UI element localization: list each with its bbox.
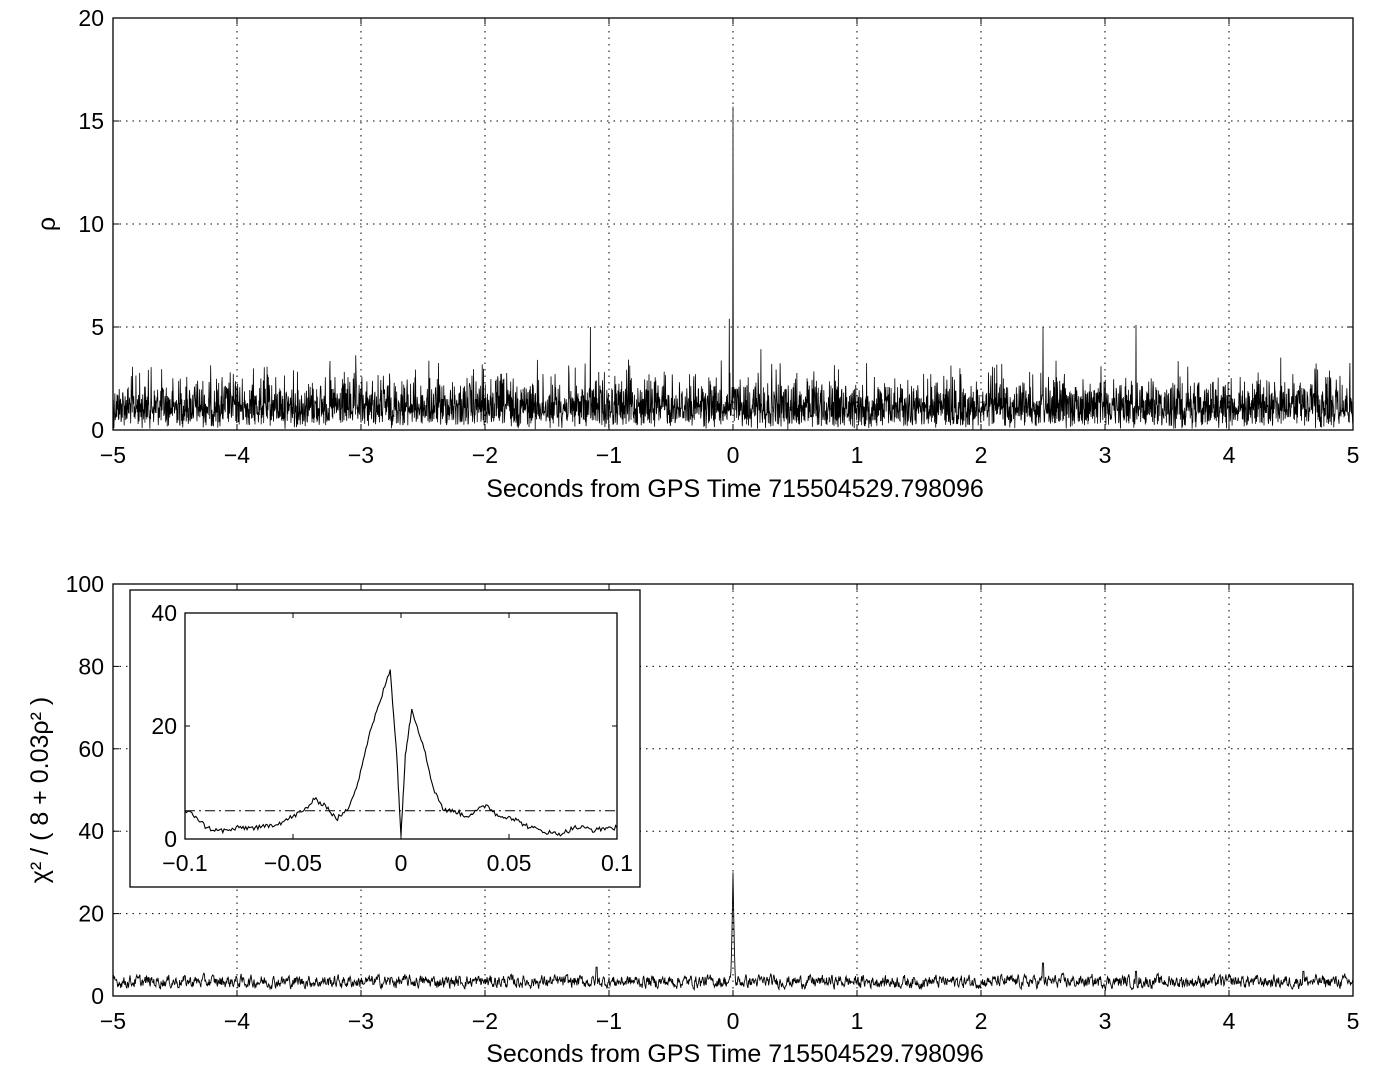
x-tick-label: 2 — [975, 442, 988, 468]
bottom-y-tick-labels: 0 20 40 60 80 100 — [66, 571, 104, 1009]
x-tick-label: −3 — [348, 442, 374, 468]
x-tick-label: −2 — [472, 1008, 498, 1034]
y-tick-label: 60 — [78, 736, 104, 762]
x-tick-label: 5 — [1347, 442, 1360, 468]
inset-x-tick-label: 0.05 — [487, 850, 532, 876]
x-tick-label: 3 — [1099, 1008, 1112, 1034]
x-tick-label: 0 — [727, 442, 740, 468]
x-tick-label: 2 — [975, 1008, 988, 1034]
x-tick-label: −3 — [348, 1008, 374, 1034]
inset-x-tick-label: 0.1 — [601, 850, 633, 876]
x-tick-label: −1 — [596, 442, 622, 468]
y-tick-label: 15 — [78, 108, 104, 134]
inset-zoom-panel: −0.1 −0.05 0 0.05 0.1 0 20 40 — [130, 590, 640, 887]
x-tick-label: −5 — [100, 1008, 126, 1034]
x-tick-label: 5 — [1347, 1008, 1360, 1034]
y-tick-label: 0 — [91, 983, 104, 1009]
x-tick-label: −1 — [596, 1008, 622, 1034]
y-tick-label: 40 — [78, 818, 104, 844]
x-tick-label: 1 — [851, 1008, 864, 1034]
y-tick-label: 20 — [78, 901, 104, 927]
y-tick-label: 20 — [78, 5, 104, 31]
top-x-tick-labels: −5 −4 −3 −2 −1 0 1 2 3 4 5 — [100, 442, 1360, 468]
inset-y-tick-label: 40 — [151, 600, 177, 626]
top-x-axis-label: Seconds from GPS Time 715504529.798096 — [486, 475, 984, 503]
bottom-x-tick-labels: −5 −4 −3 −2 −1 0 1 2 3 4 5 — [100, 1008, 1360, 1034]
x-tick-label: −2 — [472, 442, 498, 468]
x-tick-label: −4 — [224, 1008, 250, 1034]
x-tick-label: 0 — [727, 1008, 740, 1034]
y-tick-label: 100 — [66, 571, 104, 597]
inset-y-tick-label: 0 — [164, 826, 177, 852]
inset-x-tick-label: 0 — [395, 850, 408, 876]
inset-x-tick-label: −0.1 — [162, 850, 207, 876]
top-y-axis-label: ρ — [33, 217, 61, 231]
y-tick-label: 80 — [78, 653, 104, 679]
bottom-x-axis-label: Seconds from GPS Time 715504529.798096 — [486, 1040, 984, 1068]
top-rho-panel: −5 −4 −3 −2 −1 0 1 2 3 4 5 0 5 10 15 20 Seconds from G… — [33, 5, 1359, 503]
x-tick-label: 1 — [851, 442, 864, 468]
bottom-y-axis-label: χ² / ( 8 + 0.03ρ² ) — [26, 697, 54, 883]
y-tick-label: 0 — [91, 417, 104, 443]
x-tick-label: −4 — [224, 442, 250, 468]
y-tick-label: 10 — [78, 211, 104, 237]
inset-frame — [130, 590, 640, 887]
bottom-chi2-panel: −5 −4 −3 −2 −1 0 1 2 3 4 5 0 20 40 60 80 100 Seconds fr… — [26, 571, 1359, 1068]
y-tick-label: 5 — [91, 314, 104, 340]
x-tick-label: 3 — [1099, 442, 1112, 468]
inset-y-tick-label: 20 — [151, 713, 177, 739]
inset-x-tick-label: −0.05 — [264, 850, 322, 876]
top-y-tick-labels: 0 5 10 15 20 — [78, 5, 104, 443]
x-tick-label: 4 — [1223, 442, 1236, 468]
x-tick-label: 4 — [1223, 1008, 1236, 1034]
x-tick-label: −5 — [100, 442, 126, 468]
